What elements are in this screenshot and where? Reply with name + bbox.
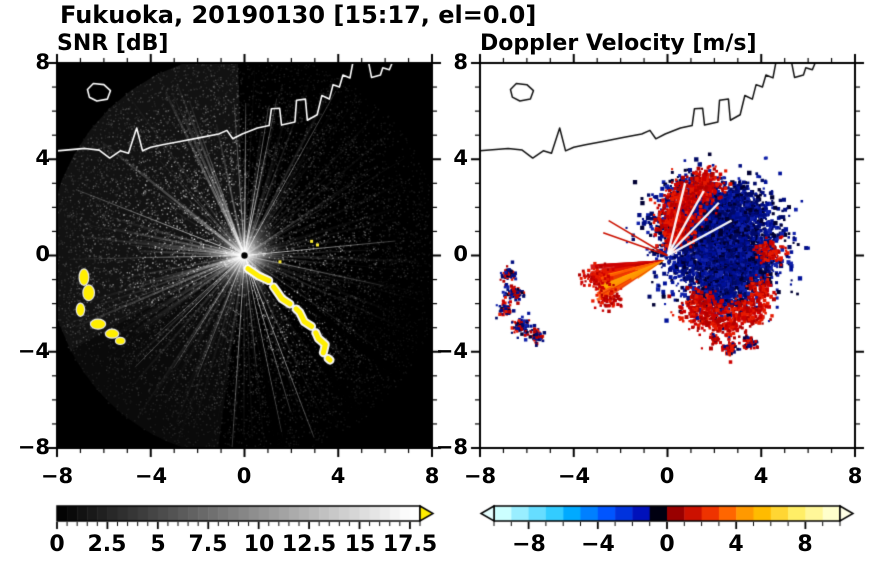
snr-cbar-label: 10 xyxy=(243,532,275,557)
dop-cbar-label: −4 xyxy=(581,532,615,557)
snr-cbar-label: 15 xyxy=(344,532,376,557)
dop-cbar-label: 8 xyxy=(797,532,813,557)
snr-x-tick: 4 xyxy=(330,464,346,488)
snr-x-tick: 8 xyxy=(424,464,440,488)
dop-cbar-label: 4 xyxy=(728,532,744,557)
figure-title: Fukuoka, 20190130 [15:17, el=0.0] xyxy=(60,1,537,29)
snr-y-tick: −4 xyxy=(17,339,50,363)
snr-cbar-label: 12.5 xyxy=(281,532,337,557)
snr-cbar-label: 0 xyxy=(49,532,65,557)
dop-x-tick: 0 xyxy=(659,464,675,488)
snr-x-tick: 0 xyxy=(236,464,252,488)
snr-y-tick: 0 xyxy=(35,242,50,266)
snr-y-tick: 8 xyxy=(35,50,50,74)
snr-panel-title: SNR [dB] xyxy=(57,31,169,56)
snr-cbar-label: 7.5 xyxy=(188,532,228,557)
doppler-panel-title: Doppler Velocity [m/s] xyxy=(480,31,757,56)
snr-cbar-label: 17.5 xyxy=(382,532,438,557)
dop-y-tick: 4 xyxy=(453,146,468,170)
dop-y-tick: −8 xyxy=(435,435,468,459)
snr-y-tick: −8 xyxy=(17,435,50,459)
snr-x-tick: −4 xyxy=(134,464,168,488)
dop-y-tick: 8 xyxy=(453,50,468,74)
dop-x-tick: −8 xyxy=(463,464,497,488)
dop-cbar-label: 0 xyxy=(659,532,675,557)
snr-y-tick: 4 xyxy=(35,146,50,170)
dop-cbar-label: −8 xyxy=(512,532,546,557)
snr-cbar-label: 5 xyxy=(150,532,166,557)
dop-y-tick: −4 xyxy=(435,339,468,363)
snr-cbar-label: 2.5 xyxy=(87,532,127,557)
dop-x-tick: 8 xyxy=(847,464,863,488)
snr-x-tick: −8 xyxy=(40,464,74,488)
dop-x-tick: 4 xyxy=(753,464,769,488)
dop-x-tick: −4 xyxy=(557,464,591,488)
dop-y-tick: 0 xyxy=(453,242,468,266)
